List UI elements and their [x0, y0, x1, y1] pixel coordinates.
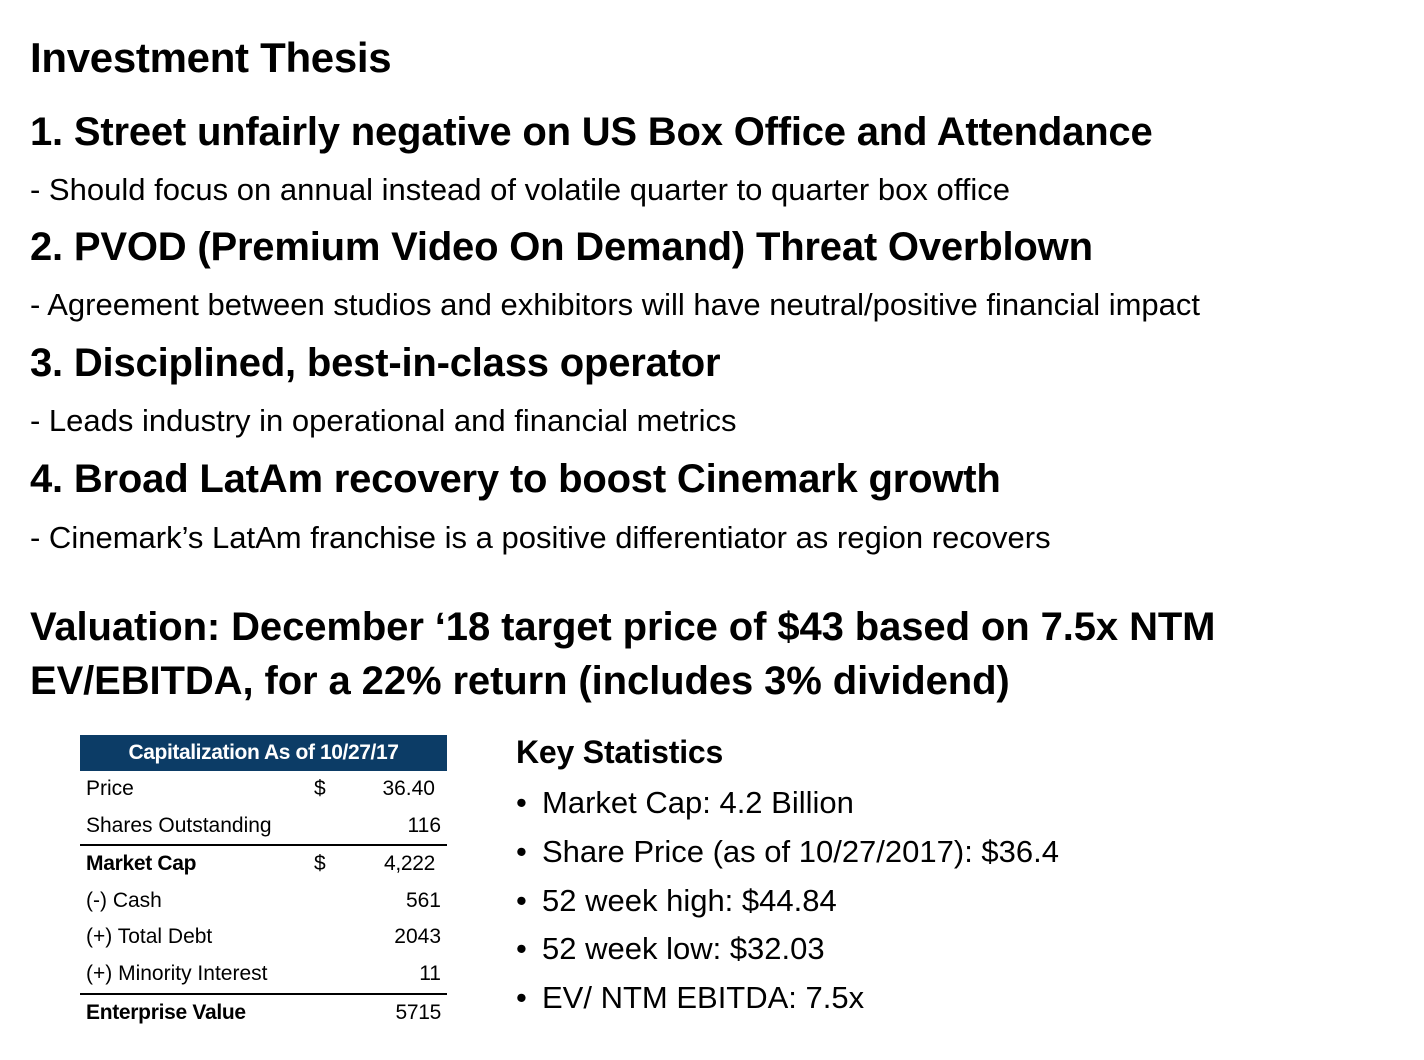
page-title: Investment Thesis	[30, 34, 392, 81]
row-currency: $	[314, 777, 326, 800]
key-statistics-title: Key Statistics	[516, 734, 724, 770]
row-value: 561	[405, 888, 441, 912]
stat-text: 52 week low: $32.03	[542, 931, 825, 967]
bullet-icon: •	[516, 931, 527, 967]
bullet-icon: •	[516, 833, 527, 869]
thesis-point-3-heading: 3. Disciplined, best-in-class operator	[30, 341, 721, 385]
row-label: (+) Total Debt	[86, 925, 213, 949]
thesis-point-1-heading: 1. Street unfairly negative on US Box Of…	[30, 110, 1153, 154]
table-row-minority-interest: (+) Minority Interest 11	[80, 956, 447, 993]
list-item: • Share Price (as of 10/27/2017): $36.4	[516, 828, 1059, 877]
thesis-point-4-detail: - Cinemark’s LatAm franchise is a positi…	[30, 520, 1051, 555]
thesis-point-4-heading: 4. Broad LatAm recovery to boost Cinemar…	[30, 457, 1001, 501]
key-statistics: Key Statistics • Market Cap: 4.2 Billion …	[516, 734, 1059, 1023]
stat-text: EV/ NTM EBITDA: 7.5x	[542, 980, 865, 1016]
list-item: • 52 week high: $44.84	[516, 877, 1059, 926]
list-item: • Market Cap: 4.2 Billion	[516, 779, 1059, 828]
row-label: Shares Outstanding	[86, 813, 272, 837]
row-label: (-) Cash	[86, 888, 162, 912]
valuation-line-1: Valuation: December ‘18 target price of …	[30, 605, 1216, 649]
row-value: 4,222	[383, 852, 435, 876]
bullet-icon: •	[516, 785, 527, 820]
table-row-cash: (-) Cash 561	[80, 883, 447, 920]
row-value: 116	[407, 813, 441, 837]
thesis-point-2-heading: 2. PVOD (Premium Video On Demand) Threat…	[30, 225, 1093, 269]
capitalization-table-header: Capitalization As of 10/27/17	[80, 735, 447, 771]
list-item: • EV/ NTM EBITDA: 7.5x	[516, 974, 1059, 1023]
key-statistics-list: • Market Cap: 4.2 Billion • Share Price (a…	[516, 779, 1059, 1023]
table-row-price: Price $ 36.40	[80, 771, 447, 808]
row-label: (+) Minority Interest	[86, 961, 268, 985]
list-item: • 52 week low: $32.03	[516, 925, 1059, 974]
table-row-shares-outstanding: Shares Outstanding 116	[80, 808, 447, 845]
row-label: Market Cap	[86, 852, 197, 876]
valuation-line-2: EV/EBITDA, for a 22% return (includes 3%…	[30, 659, 1010, 703]
row-currency: $	[314, 852, 326, 876]
stat-text: Market Cap: 4.2 Billion	[542, 785, 854, 820]
bullet-icon: •	[516, 980, 527, 1016]
thesis-point-1-detail: - Should focus on annual instead of vola…	[30, 172, 1010, 207]
table-row-enterprise-value: Enterprise Value 5715	[80, 992, 447, 1032]
row-value: 5715	[395, 1000, 441, 1024]
table-row-total-debt: (+) Total Debt 2043	[80, 919, 447, 956]
bullet-icon: •	[516, 882, 527, 918]
thesis-point-2-detail: - Agreement between studios and exhibito…	[30, 287, 1201, 322]
row-label: Enterprise Value	[86, 1000, 246, 1024]
thesis-point-3-detail: - Leads industry in operational and fina…	[30, 403, 737, 438]
valuation-statement: Valuation: December ‘18 target price of …	[30, 600, 1216, 708]
table-row-market-cap: Market Cap $ 4,222	[80, 844, 447, 883]
stat-text: 52 week high: $44.84	[542, 882, 837, 918]
row-value: 11	[419, 961, 441, 985]
row-value: 2043	[394, 925, 441, 949]
row-value: 36.40	[382, 777, 435, 800]
stat-text: Share Price (as of 10/27/2017): $36.4	[542, 833, 1059, 869]
row-label: Price	[86, 777, 134, 800]
capitalization-table: Capitalization As of 10/27/17 Price $ 36…	[80, 735, 447, 1031]
